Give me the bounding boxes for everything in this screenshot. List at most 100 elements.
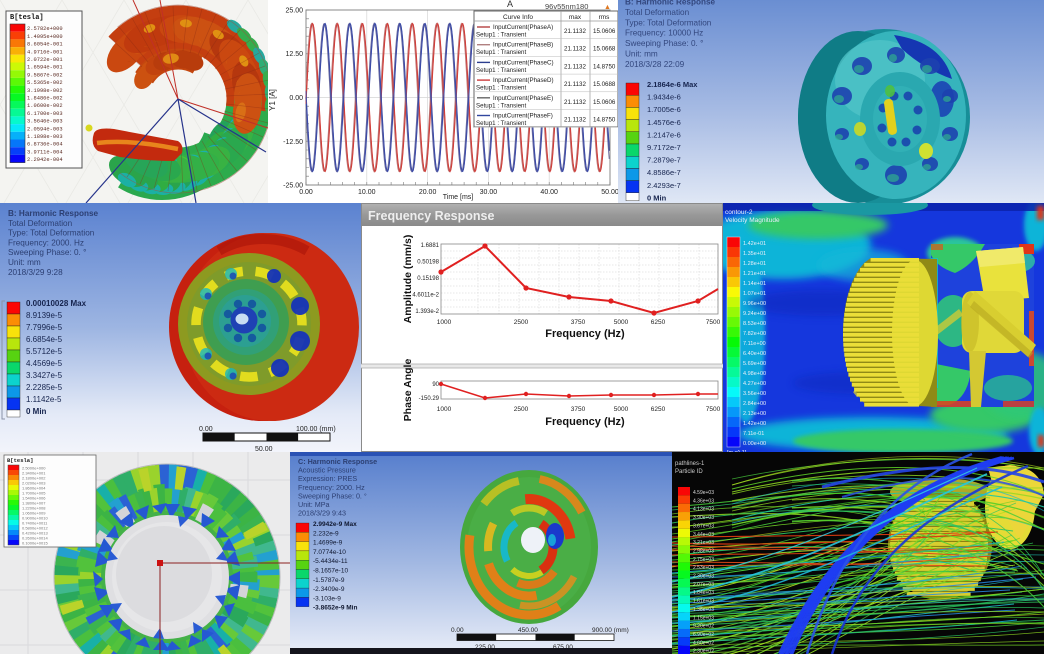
svg-text:1.393e-2: 1.393e-2 [415,309,439,315]
svg-text:1.9434e-6: 1.9434e-6 [647,93,681,102]
svg-text:Type: Total Deformation: Type: Total Deformation [8,229,95,238]
svg-text:7.2879e-7: 7.2879e-7 [647,156,681,165]
svg-text:1000: 1000 [437,406,452,413]
svg-text:2.0594e-003: 2.0594e-003 [27,126,63,132]
svg-text:1.6881: 1.6881 [421,243,440,249]
svg-text:3.56e+00: 3.56e+00 [743,391,766,397]
svg-text:B[tesla]: B[tesla] [10,14,44,22]
svg-text:2.4293e-7: 2.4293e-7 [647,181,681,190]
svg-text:A: A [507,0,513,9]
svg-text:5.69e+00: 5.69e+00 [743,361,766,367]
svg-text:1.42e+00: 1.42e+00 [743,421,766,427]
svg-text:40.00: 40.00 [540,189,558,196]
svg-text:2.232e-9: 2.232e-9 [313,530,339,537]
svg-text:B: Harmonic Response: B: Harmonic Response [8,209,99,218]
svg-text:3.90e+03: 3.90e+03 [693,515,714,521]
svg-text:7.11e+00: 7.11e+00 [743,341,766,347]
svg-text:5000: 5000 [614,319,629,326]
svg-text:14.8750: 14.8750 [593,117,616,124]
svg-text:1.3800e+007: 1.3800e+007 [22,501,46,506]
svg-text:1.6594e-001: 1.6594e-001 [27,65,63,71]
svg-text:0.2600e+0014: 0.2600e+0014 [22,536,48,541]
svg-text:0.00: 0.00 [451,627,464,634]
svg-text:Phase Angle: Phase Angle [402,359,414,422]
svg-text:-150.29: -150.29 [419,396,440,402]
svg-text:Type: Total Deformation: Type: Total Deformation [625,18,712,27]
svg-text:2018/3/28 22:09: 2018/3/28 22:09 [625,60,685,69]
svg-text:5.5365e-002: 5.5365e-002 [27,80,63,86]
svg-text:Particle ID: Particle ID [675,469,703,475]
svg-text:2.84e+00: 2.84e+00 [743,401,766,407]
svg-text:▲: ▲ [604,4,611,11]
svg-text:2.0200e+003: 2.0200e+003 [22,481,46,486]
svg-text:-1.5787e-9: -1.5787e-9 [313,577,345,584]
svg-text:InputCurrent(PhaseD): InputCurrent(PhaseD) [493,77,554,84]
svg-text:6250: 6250 [651,406,666,413]
svg-text:1.1898e-003: 1.1898e-003 [27,134,63,140]
svg-text:6.1700e-003: 6.1700e-003 [27,111,63,117]
svg-text:9.96e+00: 9.96e+00 [743,301,766,307]
svg-text:Frequency: 2000. Hz: Frequency: 2000. Hz [298,483,365,492]
svg-text:3750: 3750 [571,319,586,326]
svg-text:675.00: 675.00 [553,644,573,651]
svg-text:6.6854e-5: 6.6854e-5 [26,335,63,344]
svg-text:20.00: 20.00 [419,189,437,196]
svg-text:1.07e+01: 1.07e+01 [743,291,766,297]
svg-text:InputCurrent(PhaseC): InputCurrent(PhaseC) [493,59,554,66]
svg-text:9.5867e-002: 9.5867e-002 [27,72,63,78]
svg-text:0.00010028 Max: 0.00010028 Max [26,299,87,308]
svg-text:Curve Info: Curve Info [503,14,533,21]
svg-text:Expression: PRES: Expression: PRES [298,474,357,483]
svg-text:Acoustic Pressure: Acoustic Pressure [298,466,356,475]
svg-text:2.9942e-9 Max: 2.9942e-9 Max [313,521,357,528]
svg-text:3.44e+03: 3.44e+03 [693,532,714,538]
svg-text:10.00: 10.00 [358,189,376,196]
svg-text:1.42e+01: 1.42e+01 [743,241,766,247]
svg-text:4.13e+03: 4.13e+03 [693,507,714,513]
svg-text:0 Min: 0 Min [647,193,667,202]
svg-text:B: Harmonic Response: B: Harmonic Response [625,0,716,7]
svg-text:Frequency: 2000. Hz: Frequency: 2000. Hz [8,238,84,247]
svg-text:0.4200e+0013: 0.4200e+0013 [22,531,48,536]
svg-text:1.84e+03: 1.84e+03 [693,590,714,596]
svg-text:9.20e+02: 9.20e+02 [693,624,714,630]
svg-text:Setup1 : Transient: Setup1 : Transient [476,85,526,92]
svg-text:15.0606: 15.0606 [593,99,616,106]
svg-text:8.9139e-5: 8.9139e-5 [26,311,63,320]
svg-text:Sweeping Phase: 0. °: Sweeping Phase: 0. ° [625,39,703,48]
svg-text:Unit: mm: Unit: mm [8,258,41,267]
svg-text:2.2942e-004: 2.2942e-004 [27,157,63,163]
svg-text:1.21e+01: 1.21e+01 [743,271,766,277]
svg-text:1.38e+03: 1.38e+03 [693,607,714,613]
svg-text:100.00 (mm): 100.00 (mm) [296,426,336,433]
svg-text:1.1142e-5: 1.1142e-5 [26,395,62,404]
svg-text:9.7172e-7: 9.7172e-7 [647,143,681,152]
svg-text:4.36e+03: 4.36e+03 [693,498,714,504]
svg-text:900.00 (mm): 900.00 (mm) [592,627,629,634]
svg-text:Frequency: 10000 Hz: Frequency: 10000 Hz [625,29,703,38]
svg-text:15.0606: 15.0606 [593,28,616,35]
svg-text:225.00: 225.00 [475,644,495,651]
svg-text:450.00: 450.00 [518,627,538,634]
svg-text:1.8600e+004: 1.8600e+004 [22,486,46,491]
svg-text:Total Deformation: Total Deformation [8,219,73,228]
svg-text:InputCurrent(PhaseE): InputCurrent(PhaseE) [493,95,553,102]
svg-text:0.50198: 0.50198 [417,260,439,266]
svg-text:-3.103e-9: -3.103e-9 [313,595,341,602]
svg-text:Total Deformation: Total Deformation [625,8,690,17]
svg-text:4.27e+00: 4.27e+00 [743,381,766,387]
svg-text:0.15198: 0.15198 [417,276,439,282]
svg-text:2.5000e+000: 2.5000e+000 [22,466,46,471]
svg-text:4.8586e-7: 4.8586e-7 [647,168,681,177]
svg-text:Velocity Magnitude: Velocity Magnitude [725,217,780,224]
svg-text:2.0722e-001: 2.0722e-001 [27,57,63,63]
svg-text:rms: rms [599,14,611,21]
svg-text:3.1998e-002: 3.1998e-002 [27,88,63,94]
svg-text:1.61e+03: 1.61e+03 [693,599,714,605]
svg-text:6.40e+00: 6.40e+00 [743,351,766,357]
svg-text:1.5400e+006: 1.5400e+006 [22,496,46,501]
svg-text:2.75e+03: 2.75e+03 [693,557,714,563]
svg-text:5.5712e-5: 5.5712e-5 [26,347,63,356]
svg-text:4.6011e-2: 4.6011e-2 [412,293,439,299]
svg-text:1.2200e+008: 1.2200e+008 [22,506,46,511]
